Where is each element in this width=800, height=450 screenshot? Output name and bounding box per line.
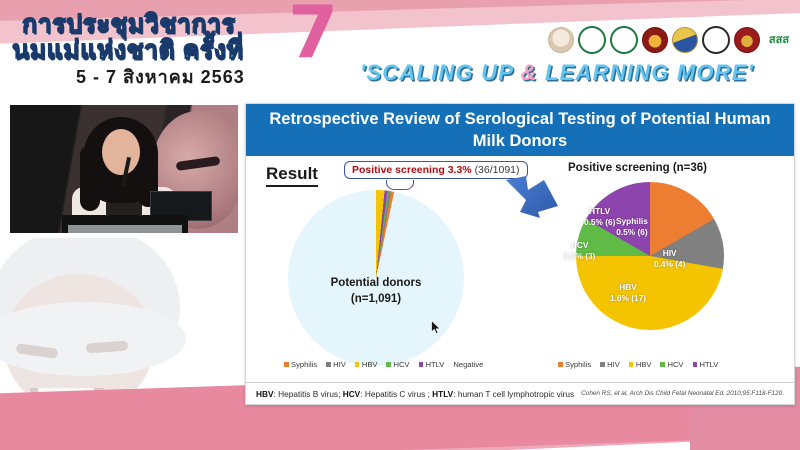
slice-label-htlv: HTLV 0.5% (6) — [584, 206, 615, 228]
legend-item-htlv: HTLV — [418, 360, 445, 369]
footnote-abbreviations: HBV: Hepatitis B virus; HCV: Hepatitis C… — [256, 389, 574, 399]
legend2-label-syphilis: Syphilis — [565, 360, 592, 369]
legend2-label-htlv: HTLV — [699, 360, 719, 369]
garuda-emblem-logo-icon — [672, 27, 698, 53]
positive-screening-callout: Positive screening 3.3% (36/1091) — [344, 161, 528, 179]
blue-arrow-icon — [506, 176, 558, 218]
callout-highlight: Positive screening 3.3% — [352, 164, 472, 176]
footnote-citation: Cohen RS, et al. Arch Dis Child Fetal Ne… — [581, 390, 784, 397]
conference-banner: การประชุมวิชาการ นมแม่แห่งชาติ ครั้งที่ … — [0, 0, 800, 95]
slice-label-syphilis: Syphilis 0.5% (6) — [616, 216, 648, 238]
slice-label-syphilis-name: Syphilis — [616, 216, 648, 226]
legend-label-hcv: HCV — [393, 360, 410, 369]
legend2-item-htlv: HTLV — [692, 360, 719, 369]
potential-donors-center-label: Potential donors (n=1,091) — [288, 276, 464, 307]
legend2-item-syphilis: Syphilis — [558, 360, 591, 369]
footnote-htlv-def: : human T cell lymphotropic virus — [453, 388, 575, 399]
presentation-slide: Retrospective Review of Serological Test… — [245, 103, 795, 405]
slice-label-syphilis-value: 0.5% (6) — [616, 226, 648, 237]
mouse-cursor-icon — [431, 320, 441, 335]
potential-donors-pie-chart: Potential donors (n=1,091) — [288, 190, 464, 366]
callout-fraction: (36/1091) — [474, 164, 520, 176]
result-heading: Result — [266, 164, 318, 187]
callout-leader-line — [386, 180, 414, 190]
slice-label-htlv-value: 0.5% (6) — [584, 216, 616, 227]
slice-label-hiv-name: HIV — [662, 248, 677, 258]
legend2-item-hcv: HCV — [660, 360, 684, 369]
slice-label-hcv-name: HCV — [570, 240, 589, 250]
slice-label-hbv-name: HBV — [619, 282, 637, 292]
royal-seal-logo-icon — [548, 27, 574, 53]
conference-date-thai: 5 - 7 สิงหาคม 2563 — [76, 67, 245, 87]
slice-label-hcv: HCV 0.3% (3) — [564, 240, 595, 262]
red-royal-crest-logo-icon — [734, 27, 760, 53]
potential-donors-label-line2: (n=1,091) — [350, 292, 402, 305]
slide-footnote: HBV: Hepatitis B virus; HCV: Hepatitis C… — [246, 382, 794, 404]
red-gold-emblem-logo-icon — [642, 27, 668, 53]
legend-item-hbv: HBV — [354, 360, 378, 369]
legend-item-negative: Negative — [453, 360, 483, 369]
slice-label-hbv-value: 1.6% (17) — [610, 292, 646, 303]
legend-item-hiv: HIV — [326, 360, 346, 369]
positive-screening-pie-slices — [576, 182, 724, 330]
tagline-part2: LEARNING MORE' — [537, 60, 755, 85]
slice-label-hbv: HBV 1.6% (17) — [610, 282, 646, 304]
podium-base — [68, 225, 182, 233]
positive-screening-legend: Syphilis HIV HBV HCV HTLV — [558, 360, 718, 369]
slice-label-htlv-name: HTLV — [589, 206, 611, 216]
conference-edition-number: 7 — [288, 0, 339, 74]
slice-label-hcv-value: 0.3% (3) — [564, 250, 596, 261]
footnote-htlv-key: HTLV — [432, 388, 454, 399]
legend2-label-hbv: HBV — [635, 360, 652, 369]
slice-label-hiv: HIV 0.4% (4) — [654, 248, 685, 270]
green-medical-logo-2-icon — [610, 26, 638, 54]
legend-item-syphilis: Syphilis — [284, 360, 317, 369]
speaker-face — [102, 129, 140, 175]
green-medical-logo-1-icon — [578, 26, 606, 54]
footnote-hbv-key: HBV — [256, 388, 274, 399]
footnote-hcv-def: : Hepatitis C virus ; — [360, 388, 433, 399]
positive-screening-chart-title: Positive screening (n=36) — [568, 162, 708, 174]
positive-screening-pie-chart: Syphilis 0.5% (6) HIV 0.4% (4) HBV 1.6% … — [564, 182, 724, 330]
legend2-item-hbv: HBV — [628, 360, 652, 369]
tagline-part1: 'SCALING UP — [360, 60, 521, 85]
slice-label-hiv-value: 0.4% (4) — [654, 258, 686, 269]
sponsor-logos: สสส — [548, 26, 794, 54]
tagline-ampersand: & — [520, 60, 538, 85]
legend2-item-hiv: HIV — [600, 360, 620, 369]
conference-tagline: 'SCALING UP & LEARNING MORE' — [360, 60, 754, 86]
slide-title: Retrospective Review of Serological Test… — [246, 104, 794, 156]
legend-label-hbv: HBV — [361, 360, 378, 369]
baby-hat — [0, 238, 180, 358]
legend2-label-hiv: HIV — [607, 360, 620, 369]
legend2-label-hcv: HCV — [667, 360, 684, 369]
legend-label-syphilis: Syphilis — [291, 360, 318, 369]
speaker-video-thumbnail[interactable] — [10, 105, 238, 233]
footnote-hcv-key: HCV — [342, 388, 361, 399]
potential-donors-label-line1: Potential donors — [330, 277, 422, 289]
legend-label-htlv: HTLV — [425, 360, 445, 369]
legend-label-hiv: HIV — [333, 360, 346, 369]
footnote-hbv-def: : Hepatitis B virus; — [273, 388, 343, 399]
speaker-hair-left — [80, 145, 100, 211]
conference-title-thai-line1: การประชุมวิชาการ — [21, 9, 236, 38]
black-circle-emblem-logo-icon — [702, 26, 730, 54]
legend-label-negative: Negative — [453, 360, 484, 369]
baby-hat-brim — [0, 302, 186, 376]
sss-thaihealth-logo-icon: สสส — [764, 29, 794, 51]
potential-donors-pie-slices — [288, 190, 464, 366]
legend-item-hcv: HCV — [386, 360, 410, 369]
conference-title-thai-line2: นมแม่แห่งชาติ ครั้งที่ — [11, 35, 244, 64]
potential-donors-legend: Syphilis HIV HBV HCV HTLV Negative — [284, 360, 483, 369]
